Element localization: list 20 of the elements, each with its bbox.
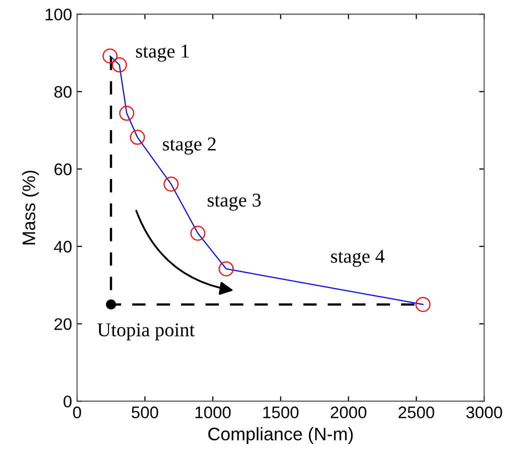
annotation: Utopia point [97,323,195,340]
annotation: stage 3 [208,194,261,211]
annotation: stage 1 [136,44,189,62]
annotation: stage 2 [162,138,216,155]
x-tick-label: 3000 [466,406,502,418]
y-tick-label: 60 [54,163,72,176]
y-tick-label: 20 [54,318,72,330]
x-axis-title: Compliance (N-m) [208,427,353,444]
x-tick-label: 1000 [196,406,231,418]
x-tick-label: 2500 [398,406,434,418]
y-axis-title: Mass (%) [22,170,39,244]
x-tick-label: 2000 [330,406,366,418]
x-tick-label: 0 [73,406,82,418]
x-tick-label: 500 [132,406,158,418]
x-tick-label: 1500 [263,406,299,418]
annotation: stage 4 [331,250,385,267]
y-tick-label: 0 [64,396,72,408]
y-tick-label: 80 [54,86,72,98]
y-tick-label: 100 [46,8,72,20]
y-tick-label: 40 [54,240,72,253]
